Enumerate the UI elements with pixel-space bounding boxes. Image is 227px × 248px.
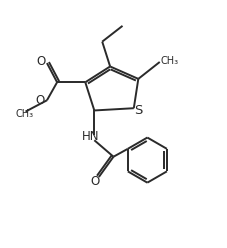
Text: O: O bbox=[36, 56, 45, 68]
Text: CH₃: CH₃ bbox=[160, 56, 178, 66]
Text: HN: HN bbox=[82, 130, 100, 143]
Text: O: O bbox=[91, 176, 100, 188]
Text: S: S bbox=[135, 103, 143, 117]
Text: CH₃: CH₃ bbox=[15, 109, 33, 119]
Text: O: O bbox=[36, 94, 45, 107]
